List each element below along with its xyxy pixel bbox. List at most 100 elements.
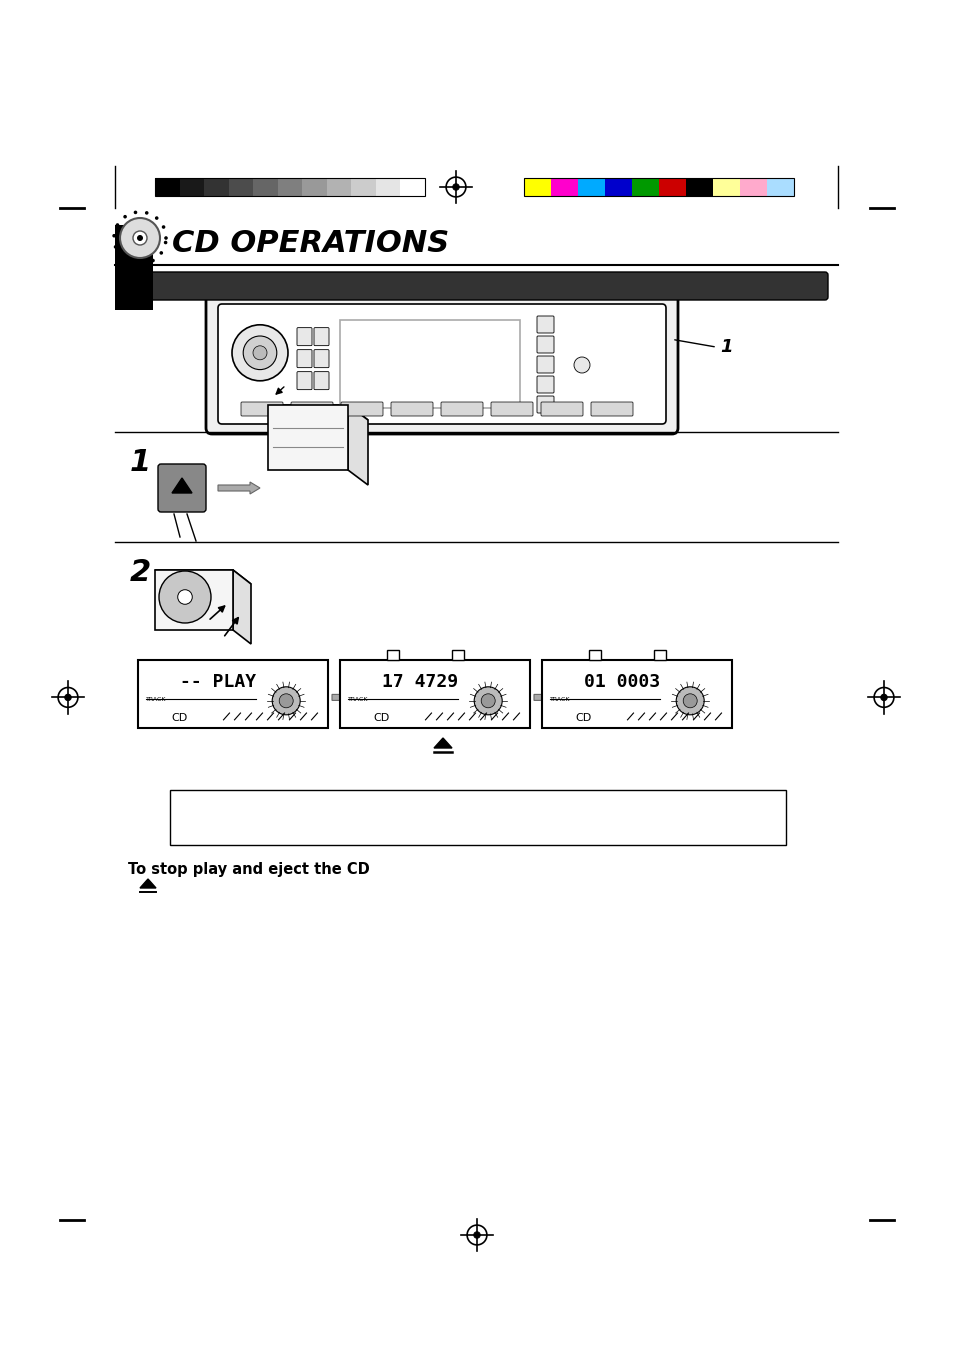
Bar [541,661,731,728]
Text: CD: CD [374,713,390,723]
Bar [351,178,375,196]
Bar [138,661,328,728]
FancyBboxPatch shape [314,328,329,346]
FancyBboxPatch shape [537,357,554,373]
FancyBboxPatch shape [296,350,312,367]
Circle shape [279,694,293,708]
Bar [277,178,302,196]
FancyBboxPatch shape [314,372,329,389]
Bar [154,178,179,196]
FancyBboxPatch shape [291,403,333,416]
Circle shape [123,215,127,219]
Circle shape [120,218,160,258]
Circle shape [164,240,167,245]
Bar [154,178,424,196]
Bar [253,178,277,196]
Circle shape [65,694,71,701]
Circle shape [880,694,886,701]
Polygon shape [154,570,233,630]
Text: 1: 1 [130,449,152,477]
FancyBboxPatch shape [314,350,329,367]
Bar [631,178,659,196]
FancyBboxPatch shape [537,316,554,332]
Polygon shape [268,405,348,470]
Text: 01 0003: 01 0003 [583,673,659,690]
Circle shape [162,226,165,228]
FancyBboxPatch shape [440,403,482,416]
Circle shape [140,262,144,266]
Circle shape [154,216,158,220]
FancyArrow shape [332,692,372,704]
Bar [653,650,665,661]
Bar [302,178,327,196]
FancyArrow shape [218,482,260,494]
Bar [523,178,551,196]
Polygon shape [233,570,251,644]
FancyBboxPatch shape [537,376,554,393]
FancyBboxPatch shape [391,403,433,416]
Polygon shape [140,880,156,888]
Bar [452,650,463,661]
Bar [523,178,793,196]
Bar [327,178,351,196]
FancyBboxPatch shape [340,403,382,416]
Bar [712,178,740,196]
FancyArrow shape [534,692,574,704]
Bar [339,320,519,408]
Polygon shape [268,405,368,420]
Text: -- PLAY: -- PLAY [179,673,255,690]
Text: CD: CD [172,713,188,723]
Circle shape [574,357,589,373]
Text: TRACK: TRACK [348,697,368,703]
Circle shape [676,686,703,715]
FancyBboxPatch shape [296,328,312,346]
Circle shape [232,324,288,381]
Text: To stop play and eject the CD: To stop play and eject the CD [128,862,370,877]
Circle shape [115,223,119,227]
FancyBboxPatch shape [296,372,312,389]
Circle shape [133,211,137,215]
Bar [551,178,578,196]
FancyBboxPatch shape [241,403,283,416]
Bar [589,650,600,661]
FancyBboxPatch shape [590,403,633,416]
FancyBboxPatch shape [491,403,533,416]
Text: TRACK: TRACK [146,697,167,703]
FancyBboxPatch shape [206,295,678,434]
Text: 17 4729: 17 4729 [381,673,457,690]
Circle shape [137,235,143,240]
Bar [115,226,152,309]
Polygon shape [434,738,452,748]
FancyBboxPatch shape [537,336,554,353]
Text: 1: 1 [720,338,732,357]
FancyBboxPatch shape [142,272,827,300]
Circle shape [113,245,117,249]
Circle shape [132,231,147,245]
Bar [400,178,424,196]
Text: CD OPERATIONS: CD OPERATIONS [172,228,449,258]
Text: TRACK: TRACK [550,697,570,703]
Circle shape [243,336,276,370]
Circle shape [151,259,154,262]
Text: 2: 2 [130,558,152,586]
Circle shape [474,686,501,715]
Circle shape [480,694,495,708]
Circle shape [253,346,267,359]
Bar [204,178,229,196]
Circle shape [159,251,163,255]
Circle shape [682,694,697,708]
Polygon shape [172,478,192,493]
Circle shape [272,686,300,715]
Circle shape [145,211,149,215]
Bar [604,178,631,196]
Circle shape [120,254,123,258]
FancyBboxPatch shape [218,304,665,424]
Bar [339,661,530,728]
Bar [375,178,400,196]
Circle shape [474,1232,479,1239]
Circle shape [453,184,458,190]
Bar [766,178,793,196]
Bar [170,790,785,844]
Bar [229,178,253,196]
Circle shape [112,234,115,238]
